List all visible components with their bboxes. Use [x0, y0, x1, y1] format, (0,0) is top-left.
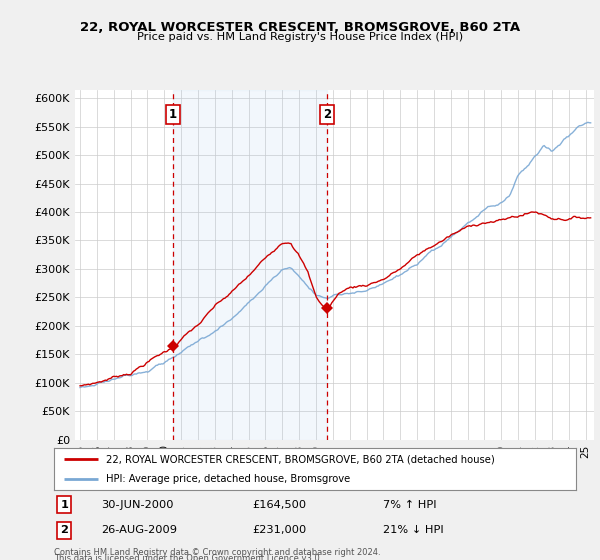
Text: 30-JUN-2000: 30-JUN-2000 [101, 500, 173, 510]
Text: 1: 1 [60, 500, 68, 510]
Text: 26-AUG-2009: 26-AUG-2009 [101, 525, 177, 535]
Text: 21% ↓ HPI: 21% ↓ HPI [383, 525, 443, 535]
Text: 22, ROYAL WORCESTER CRESCENT, BROMSGROVE, B60 2TA (detached house): 22, ROYAL WORCESTER CRESCENT, BROMSGROVE… [106, 454, 495, 464]
Bar [173, 90, 327, 440]
Text: £231,000: £231,000 [253, 525, 307, 535]
Text: 22, ROYAL WORCESTER CRESCENT, BROMSGROVE, B60 2TA: 22, ROYAL WORCESTER CRESCENT, BROMSGROVE… [80, 21, 520, 34]
Text: £164,500: £164,500 [253, 500, 307, 510]
Text: Price paid vs. HM Land Registry's House Price Index (HPI): Price paid vs. HM Land Registry's House … [137, 32, 463, 42]
Text: 1: 1 [169, 108, 177, 120]
Text: HPI: Average price, detached house, Bromsgrove: HPI: Average price, detached house, Brom… [106, 474, 350, 484]
Text: 7% ↑ HPI: 7% ↑ HPI [383, 500, 436, 510]
Text: This data is licensed under the Open Government Licence v3.0.: This data is licensed under the Open Gov… [54, 554, 322, 560]
Text: 2: 2 [323, 108, 331, 120]
Text: Contains HM Land Registry data © Crown copyright and database right 2024.: Contains HM Land Registry data © Crown c… [54, 548, 380, 557]
Text: 2: 2 [60, 525, 68, 535]
